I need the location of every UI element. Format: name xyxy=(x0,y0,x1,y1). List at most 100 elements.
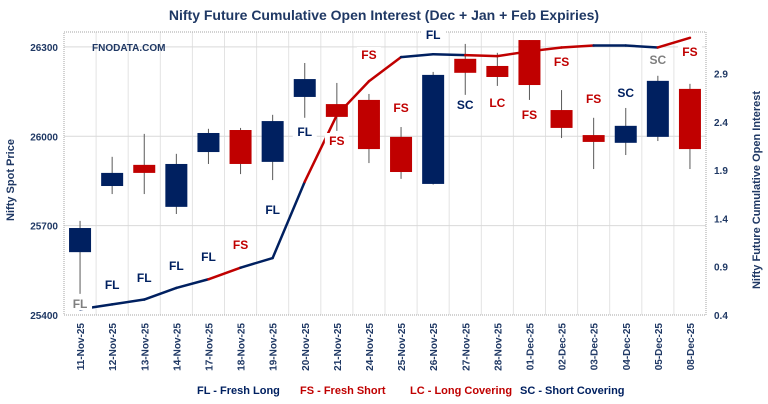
signal-label-bg xyxy=(677,44,702,58)
candle-up xyxy=(165,163,188,207)
signal-label: FL xyxy=(105,278,120,292)
signal-label-bg xyxy=(549,54,574,68)
signal-label-bg xyxy=(164,258,189,272)
candle-down xyxy=(454,58,477,73)
x-tick-label: 19-Nov-25 xyxy=(269,323,280,371)
y-axis-right-label: Nifty Future Cumulative Open Interest xyxy=(751,91,763,289)
signal-label: FL xyxy=(297,125,312,139)
signal-label-bg xyxy=(581,91,606,105)
oi-line-segment xyxy=(271,180,306,260)
legend-entry: FS - Fresh Short xyxy=(300,385,386,397)
x-tick-label: 27-Nov-25 xyxy=(461,323,472,371)
oi-line-segment xyxy=(431,52,467,57)
oi-line-segment xyxy=(143,286,178,301)
x-tick-label: 13-Nov-25 xyxy=(140,323,151,371)
signal-label: FS xyxy=(329,134,344,148)
oi-line-segment xyxy=(496,50,531,58)
x-tick-label: 24-Nov-25 xyxy=(365,323,376,371)
signal-label: FL xyxy=(73,297,88,311)
x-tick-label: 25-Nov-25 xyxy=(397,323,408,371)
x-tick-label: 14-Nov-25 xyxy=(172,323,183,371)
signal-label: FS xyxy=(361,48,376,62)
oi-line-segment xyxy=(656,36,692,49)
x-tick-label: 20-Nov-25 xyxy=(301,323,312,371)
oi-line-segment xyxy=(175,278,210,290)
signal-label: FL xyxy=(426,28,441,42)
signal-label: FS xyxy=(233,238,248,252)
signal-label: SC xyxy=(617,86,634,100)
y-right-tick-label: 2.4 xyxy=(714,118,728,129)
y-axis-left-label: Nifty Spot Price xyxy=(5,139,17,221)
x-tick-label: 04-Dec-25 xyxy=(622,323,633,371)
signal-label: SC xyxy=(650,53,667,67)
oi-line-segment xyxy=(464,53,499,58)
signal-label-bg xyxy=(68,296,93,310)
signal-label: FS xyxy=(682,45,697,59)
signal-label: SC xyxy=(457,98,474,112)
signal-label-bg xyxy=(100,277,125,291)
oi-line-segment xyxy=(624,44,660,49)
x-tick-label: 26-Nov-25 xyxy=(429,323,440,371)
signal-label-bg xyxy=(356,47,381,61)
candle-up xyxy=(293,79,316,97)
signal-label-bg xyxy=(485,95,510,109)
x-tick-label: 08-Dec-25 xyxy=(686,323,697,371)
x-tick-label: 05-Dec-25 xyxy=(654,323,665,371)
signal-label: FL xyxy=(265,203,280,217)
signal-label: FS xyxy=(586,92,601,106)
chart-title: Nifty Future Cumulative Open Interest (D… xyxy=(169,7,599,23)
y-left-tick-label: 25700 xyxy=(30,222,58,233)
candle-up xyxy=(69,228,92,253)
oi-line-segment xyxy=(303,113,339,183)
oi-line-segment xyxy=(399,52,435,59)
x-tick-label: 18-Nov-25 xyxy=(237,323,248,371)
signal-label: FL xyxy=(201,250,216,264)
x-tick-label: 21-Nov-25 xyxy=(333,323,344,371)
y-left-tick-label: 25400 xyxy=(30,311,58,322)
signal-label-bg xyxy=(260,202,285,216)
y-left-tick-label: 26300 xyxy=(30,43,58,54)
signal-label: LC xyxy=(489,96,505,110)
oi-line-segment xyxy=(560,44,595,49)
candle-down xyxy=(325,104,348,117)
y-right-tick-label: 0.4 xyxy=(714,311,728,322)
candle-up xyxy=(101,172,124,187)
y-right-tick-label: 1.9 xyxy=(714,166,728,177)
legend-entry: FL - Fresh Long xyxy=(197,385,280,397)
x-tick-label: 01-Dec-25 xyxy=(525,323,536,371)
watermark: FNODATA.COM xyxy=(92,43,166,54)
legend-entry: SC - Short Covering xyxy=(520,385,625,397)
x-tick-label: 17-Nov-25 xyxy=(204,323,215,371)
signal-label-bg xyxy=(196,249,221,263)
oi-line-segment xyxy=(367,55,403,83)
candle-down xyxy=(582,135,605,142)
candle-down xyxy=(678,88,701,150)
oi-line-segment xyxy=(239,256,274,269)
signal-label-bg xyxy=(645,52,670,66)
candle-down xyxy=(486,65,509,77)
x-tick-label: 02-Dec-25 xyxy=(558,323,569,371)
candle-down xyxy=(390,136,413,173)
candle-down xyxy=(229,130,252,164)
oi-line-segment xyxy=(207,266,242,281)
x-tick-label: 11-Nov-25 xyxy=(76,323,87,371)
signal-label-bg xyxy=(132,270,157,284)
candle-down xyxy=(357,99,380,150)
signal-label: FS xyxy=(554,55,569,69)
signal-label-bg xyxy=(292,124,317,138)
signal-label: FL xyxy=(137,271,152,285)
signal-label-bg xyxy=(228,237,253,251)
candle-down xyxy=(550,110,573,128)
x-tick-label: 03-Dec-25 xyxy=(590,323,601,371)
legend-entry: LC - Long Covering xyxy=(410,385,512,397)
candle-up xyxy=(197,132,220,153)
candle-up xyxy=(261,121,284,162)
candle-down xyxy=(133,164,156,173)
x-tick-label: 28-Nov-25 xyxy=(493,323,504,371)
y-left-tick-label: 26000 xyxy=(30,132,58,143)
signal-label: FS xyxy=(522,108,537,122)
y-right-tick-label: 1.4 xyxy=(714,214,728,225)
x-tick-label: 12-Nov-25 xyxy=(108,323,119,371)
candle-up xyxy=(422,74,445,184)
